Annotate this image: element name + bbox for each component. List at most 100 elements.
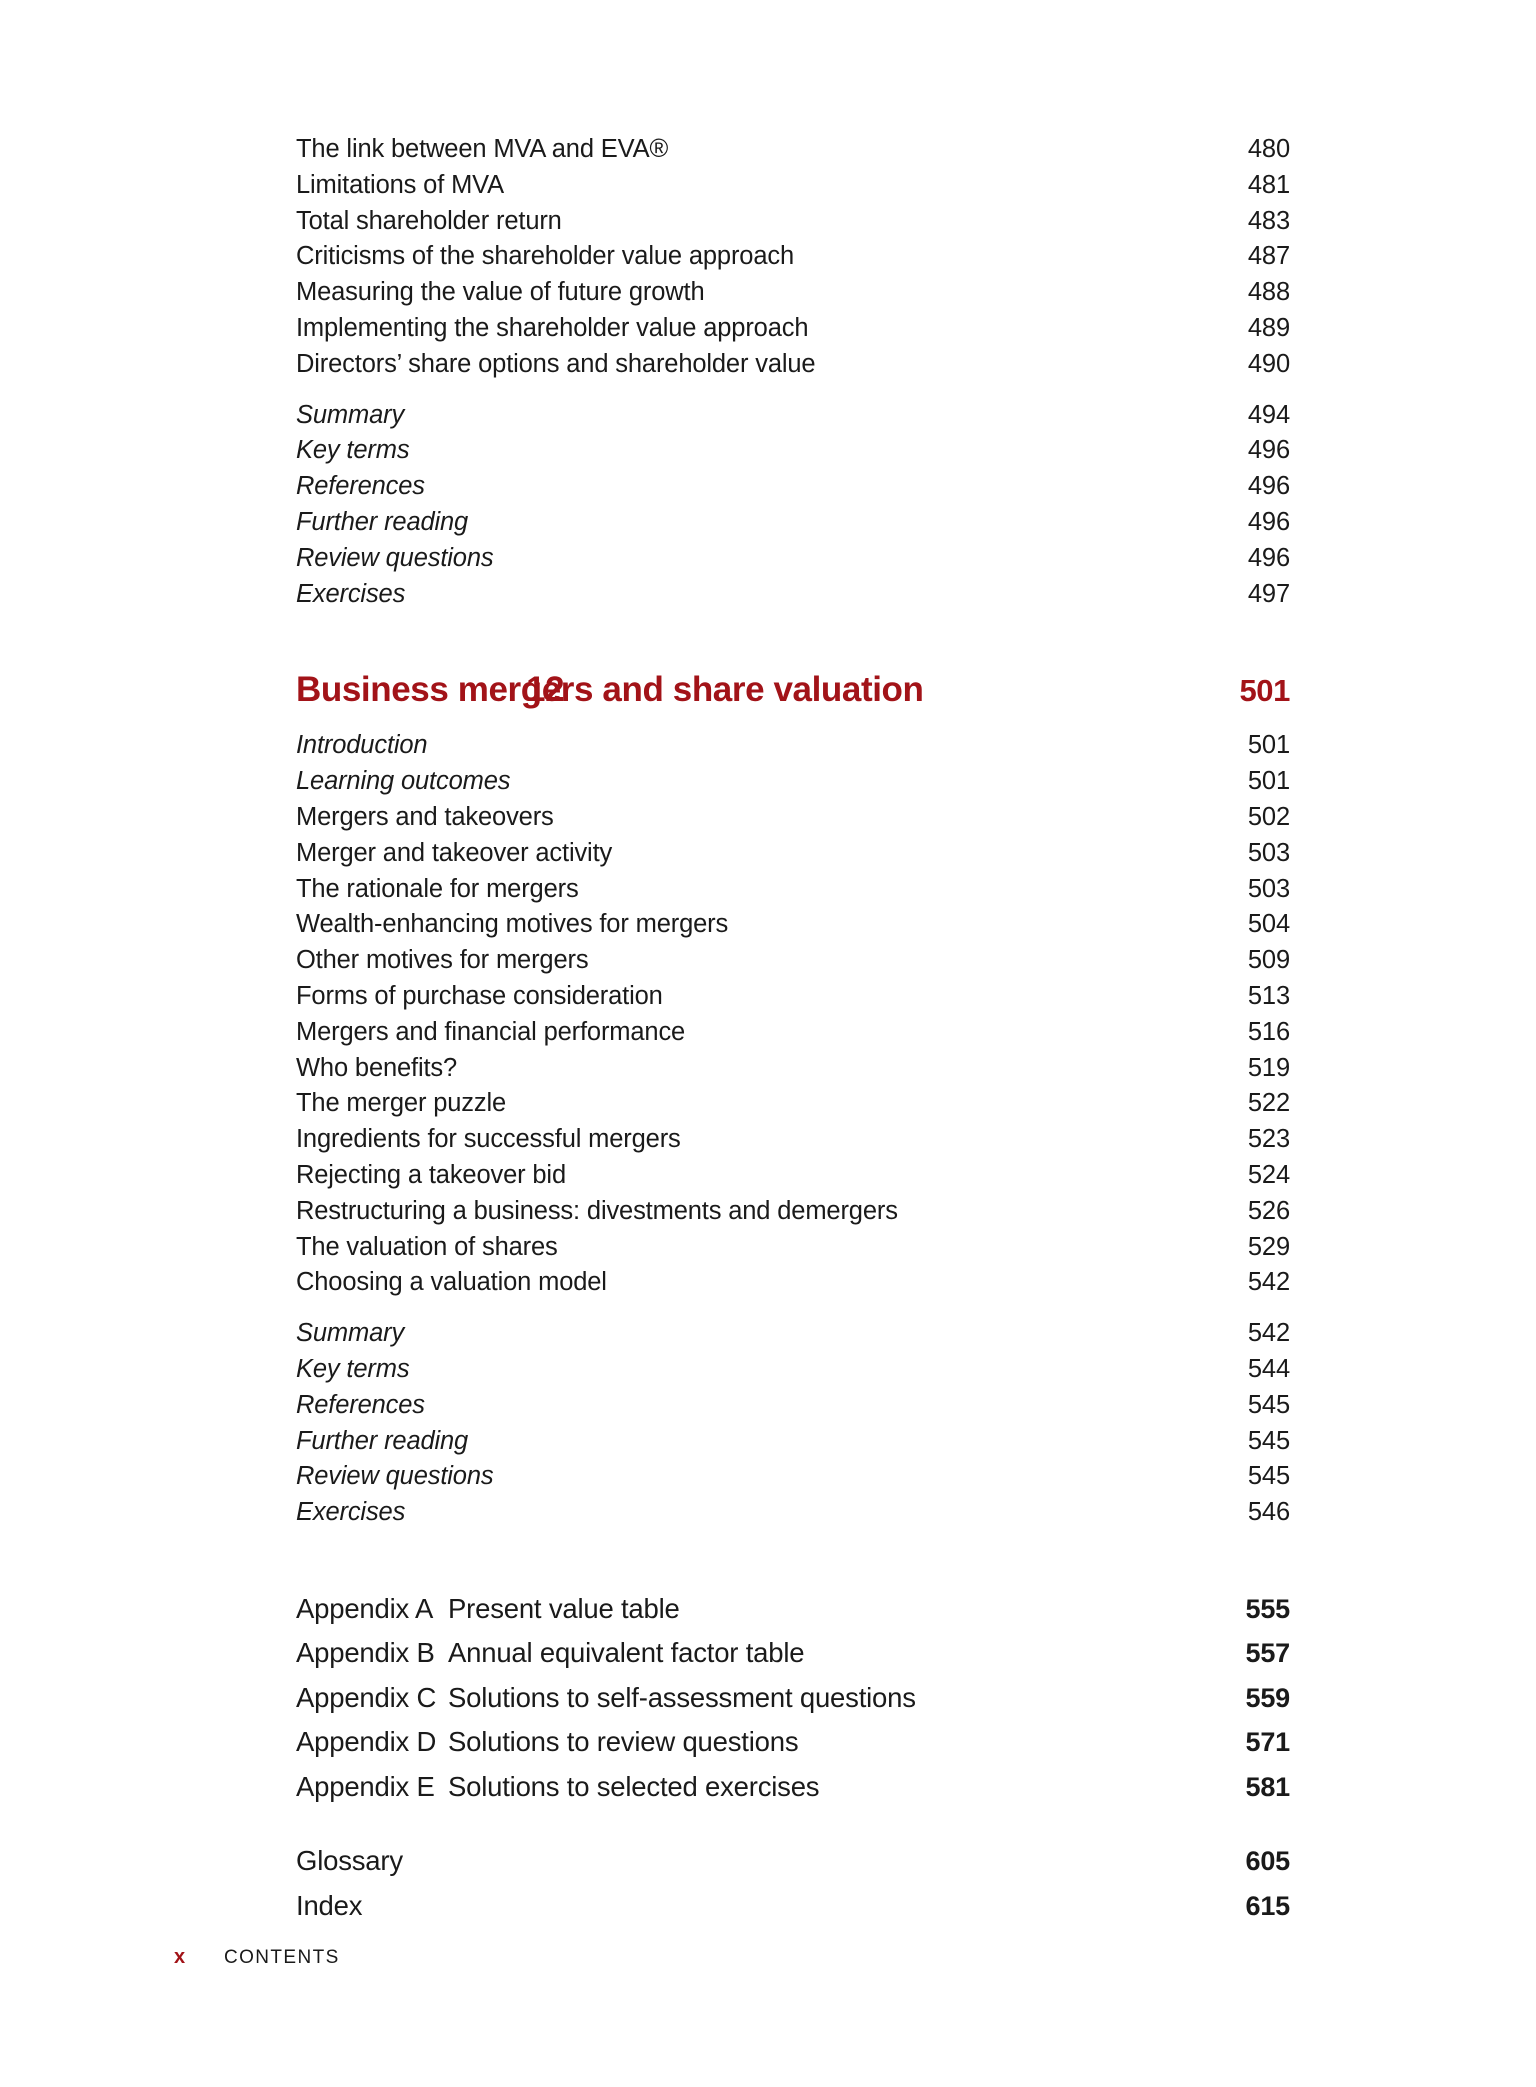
toc-entry[interactable]: Restructuring a business: divestments an…	[296, 1194, 1290, 1230]
toc-entry[interactable]: Exercises 546	[296, 1495, 1290, 1531]
toc-entry[interactable]: References 496	[296, 469, 1290, 505]
toc-entry-page: 545	[1247, 1462, 1290, 1491]
toc-entry[interactable]: Other motives for mergers 509	[296, 943, 1290, 979]
toc-entry-page: 526	[1247, 1196, 1290, 1225]
appendix-row[interactable]: Appendix B Annual equivalent factor tabl…	[296, 1631, 1290, 1676]
appendix-key: Appendix E	[296, 1770, 435, 1802]
chapter-number: 12	[526, 670, 565, 710]
toc-entry-label: Ingredients for successful mergers	[296, 1125, 681, 1154]
toc-entry-page: 481	[1247, 170, 1290, 199]
toc-entry-label: Summary	[296, 1319, 405, 1348]
toc-entry-label: Further reading	[296, 507, 469, 536]
toc-entry[interactable]: Criticisms of the shareholder value appr…	[296, 239, 1290, 275]
toc-entry-page: 488	[1247, 278, 1290, 307]
toc-entry-page: 519	[1247, 1053, 1290, 1082]
toc-entry[interactable]: Review questions 545	[296, 1459, 1290, 1495]
toc-entry[interactable]: Further reading 545	[296, 1424, 1290, 1460]
appendix-row[interactable]: Appendix E Solutions to selected exercis…	[296, 1765, 1290, 1810]
toc-entry[interactable]: Ingredients for successful mergers 523	[296, 1122, 1290, 1158]
toc-entry[interactable]: Key terms 496	[296, 433, 1290, 469]
toc-entry[interactable]: The valuation of shares 529	[296, 1230, 1290, 1266]
toc-entry-page: 502	[1247, 802, 1290, 831]
toc-entry-page: 522	[1247, 1089, 1290, 1118]
back-matter-label: Glossary	[296, 1845, 403, 1877]
toc-entry[interactable]: Further reading 496	[296, 505, 1290, 541]
toc-entry-label: The rationale for mergers	[296, 874, 579, 903]
toc-entry-page: 516	[1247, 1017, 1290, 1046]
appendix-title: Solutions to selected exercises	[448, 1770, 820, 1802]
toc-entry[interactable]: Directors’ share options and shareholder…	[296, 347, 1290, 383]
toc-content: The link between MVA and EVA® 480 Limita…	[296, 132, 1290, 1928]
toc-entry[interactable]: Summary 494	[296, 398, 1290, 434]
toc-entry-page: 503	[1247, 838, 1290, 867]
back-matter-label: Index	[296, 1889, 363, 1921]
toc-entry-page: 544	[1247, 1354, 1290, 1383]
appendix-page: 581	[1245, 1771, 1291, 1802]
toc-entry-label: References	[296, 1390, 425, 1419]
toc-entry[interactable]: Exercises 497	[296, 577, 1290, 613]
toc-entry[interactable]: Implementing the shareholder value appro…	[296, 311, 1290, 347]
toc-entry-label: The merger puzzle	[296, 1089, 507, 1118]
toc-entry-label: Merger and takeover activity	[296, 838, 613, 867]
toc-entry-page: 496	[1247, 507, 1290, 536]
toc-entry-page: 501	[1247, 731, 1290, 760]
toc-entry-label: Choosing a valuation model	[296, 1268, 607, 1297]
toc-entry[interactable]: References 545	[296, 1388, 1290, 1424]
toc-entry[interactable]: Key terms 544	[296, 1352, 1290, 1388]
toc-entry[interactable]: Total shareholder return 483	[296, 204, 1290, 240]
toc-entry[interactable]: Forms of purchase consideration 513	[296, 979, 1290, 1015]
toc-entry-page: 524	[1247, 1160, 1290, 1189]
toc-entry[interactable]: The rationale for mergers 503	[296, 872, 1290, 908]
toc-entry-page: 496	[1247, 543, 1290, 572]
chapter-page: 501	[1239, 673, 1290, 709]
toc-entry-page: 509	[1247, 946, 1290, 975]
appendix-key: Appendix B	[296, 1637, 435, 1669]
appendix-page: 555	[1245, 1593, 1291, 1624]
toc-entry-label: Key terms	[296, 1354, 410, 1383]
toc-entry[interactable]: The link between MVA and EVA® 480	[296, 132, 1290, 168]
toc-entry-label: Introduction	[296, 731, 428, 760]
toc-entry[interactable]: Rejecting a takeover bid 524	[296, 1158, 1290, 1194]
appendix-title: Annual equivalent factor table	[448, 1637, 805, 1669]
appendix-title: Present value table	[448, 1592, 680, 1624]
spacer	[296, 1531, 1290, 1587]
toc-entry-label: Key terms	[296, 436, 410, 465]
toc-entry[interactable]: Mergers and takeovers 502	[296, 800, 1290, 836]
back-matter-row[interactable]: Glossary 605	[296, 1839, 1290, 1884]
appendix-row[interactable]: Appendix C Solutions to self-assessment …	[296, 1676, 1290, 1721]
toc-entry-label: The valuation of shares	[296, 1232, 558, 1261]
toc-entry[interactable]: Summary 542	[296, 1316, 1290, 1352]
toc-entry[interactable]: Wealth-enhancing motives for mergers 504	[296, 907, 1290, 943]
back-matter-row[interactable]: Index 615	[296, 1884, 1290, 1929]
appendix-row[interactable]: Appendix A Present value table 555	[296, 1587, 1290, 1632]
toc-entry[interactable]: Who benefits? 519	[296, 1051, 1290, 1087]
chapter-heading[interactable]: 12 Business mergers and share valuation …	[296, 668, 1290, 713]
toc-entry-label: Mergers and takeovers	[296, 802, 554, 831]
toc-entry-label: Rejecting a takeover bid	[296, 1160, 566, 1189]
toc-entry[interactable]: Learning outcomes 501	[296, 764, 1290, 800]
toc-entry-page: 483	[1247, 206, 1290, 235]
appendix-page: 571	[1245, 1727, 1291, 1758]
running-head: CONTENTS	[224, 1947, 340, 1968]
back-matter-page: 605	[1245, 1846, 1291, 1877]
toc-entry-label: Total shareholder return	[296, 206, 562, 235]
toc-entry[interactable]: Mergers and financial performance 516	[296, 1015, 1290, 1051]
toc-entry[interactable]: Introduction 501	[296, 728, 1290, 764]
spacer	[296, 612, 1290, 668]
toc-entry-page: 513	[1247, 981, 1290, 1010]
toc-entry-label: Restructuring a business: divestments an…	[296, 1196, 898, 1225]
toc-entry-label: Review questions	[296, 1462, 494, 1491]
toc-entry[interactable]: Limitations of MVA 481	[296, 168, 1290, 204]
toc-entry-page: 497	[1247, 579, 1290, 608]
toc-entry-page: 487	[1247, 242, 1290, 271]
chapter-title: Business mergers and share valuation	[296, 670, 924, 710]
appendix-row[interactable]: Appendix D Solutions to review questions…	[296, 1720, 1290, 1765]
toc-entry[interactable]: Measuring the value of future growth 488	[296, 275, 1290, 311]
toc-entry[interactable]: Merger and takeover activity 503	[296, 836, 1290, 872]
toc-entry[interactable]: Choosing a valuation model 542	[296, 1265, 1290, 1301]
appendix-page: 559	[1245, 1682, 1291, 1713]
toc-entry[interactable]: The merger puzzle 522	[296, 1086, 1290, 1122]
toc-entry-label: Further reading	[296, 1426, 469, 1455]
toc-entry[interactable]: Review questions 496	[296, 541, 1290, 577]
